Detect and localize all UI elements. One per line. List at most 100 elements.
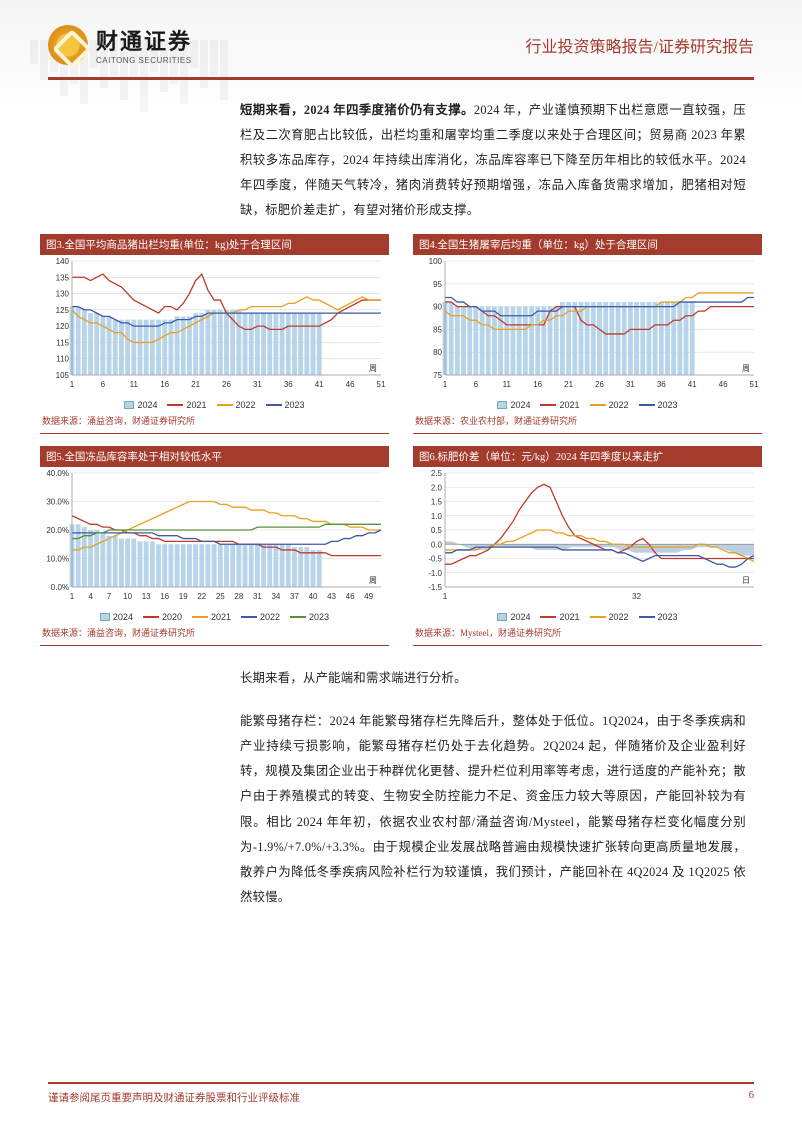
svg-text:32: 32 bbox=[632, 592, 641, 601]
para2-line2-bold: 能繁母猪存栏：2024 年能繁母猪存栏先降后升，整体处于低位。 bbox=[240, 714, 602, 728]
chart-5-canvas: 0.0%10.0%20.0%30.0%40.0%1471013161922252… bbox=[40, 467, 389, 605]
svg-text:125: 125 bbox=[56, 305, 70, 314]
svg-text:11: 11 bbox=[503, 380, 512, 389]
svg-text:16: 16 bbox=[160, 380, 169, 389]
chart-4-canvas: 758085909510016111621263136414651周 bbox=[413, 255, 762, 393]
svg-text:31: 31 bbox=[253, 592, 262, 601]
svg-text:40: 40 bbox=[309, 592, 318, 601]
svg-text:6: 6 bbox=[474, 380, 479, 389]
svg-text:0.0: 0.0 bbox=[431, 540, 443, 549]
svg-text:41: 41 bbox=[315, 380, 324, 389]
svg-text:31: 31 bbox=[253, 380, 262, 389]
svg-text:46: 46 bbox=[346, 592, 355, 601]
paragraph-short-term: 短期来看，2024 年四季度猪价仍有支撑。2024 年，产业谨慎预期下出栏意愿一… bbox=[0, 80, 802, 234]
svg-text:95: 95 bbox=[433, 279, 442, 288]
chart-4-legend: 2024202120222023 bbox=[413, 398, 762, 412]
chart-5: 图5.全国冻品库容率处于相对较低水平 0.0% 10.0% 20.0% 30.0% 40… bbox=[40, 446, 389, 646]
chart-5-title: 图5.全国冻品库容率处于相对较低水平 bbox=[40, 446, 389, 467]
footer-left: 谨请参阅尾页重要声明及财通证券股票和行业评级标准 bbox=[48, 1090, 300, 1105]
chart-6-canvas: -1.5-1.0-0.50.00.51.01.52.02.51326091121… bbox=[413, 467, 762, 605]
svg-text:10.0%: 10.0% bbox=[46, 554, 69, 563]
svg-text:31: 31 bbox=[626, 380, 635, 389]
svg-text:2.5: 2.5 bbox=[431, 469, 443, 478]
svg-text:1.0: 1.0 bbox=[431, 511, 443, 520]
logo-block: 财通证券 CAITONG SECURITIES bbox=[48, 24, 192, 65]
chart-5-legend: 20242020202120222023 bbox=[40, 610, 389, 624]
svg-text:30.0%: 30.0% bbox=[46, 497, 69, 506]
svg-text:51: 51 bbox=[377, 380, 386, 389]
svg-text:34: 34 bbox=[271, 592, 280, 601]
svg-text:26: 26 bbox=[595, 380, 604, 389]
svg-text:2.0: 2.0 bbox=[431, 483, 443, 492]
para1-rest: 2024 年，产业谨慎预期下出栏意愿一直较强，压栏及二次育肥占比较低，出栏均重和… bbox=[240, 103, 746, 218]
svg-text:43: 43 bbox=[327, 592, 336, 601]
svg-text:40.0%: 40.0% bbox=[46, 469, 69, 478]
svg-text:21: 21 bbox=[191, 380, 200, 389]
svg-text:-1.0: -1.0 bbox=[428, 568, 442, 577]
chart-3-canvas: 1051101151201251301351401611162126313641… bbox=[40, 255, 389, 393]
svg-text:140: 140 bbox=[56, 257, 70, 266]
paragraph-long-term: 长期来看，从产能端和需求端进行分析。 能繁母猪存栏：2024 年能繁母猪存栏先降… bbox=[0, 646, 802, 911]
para2-line1: 长期来看，从产能端和需求端进行分析。 bbox=[240, 666, 746, 691]
svg-text:1: 1 bbox=[70, 380, 75, 389]
svg-text:37: 37 bbox=[290, 592, 299, 601]
svg-text:110: 110 bbox=[56, 354, 69, 363]
svg-text:41: 41 bbox=[688, 380, 697, 389]
chart-3: 图3.全国平均商品猪出栏均重(单位：kg)处于合理区间 105110115120… bbox=[40, 234, 389, 434]
svg-text:25: 25 bbox=[216, 592, 225, 601]
page-header: 财通证券 CAITONG SECURITIES 行业投资策略报告/证券研究报告 bbox=[0, 0, 802, 73]
svg-text:20.0%: 20.0% bbox=[46, 526, 69, 535]
svg-text:120: 120 bbox=[56, 322, 70, 331]
svg-text:16: 16 bbox=[533, 380, 542, 389]
svg-text:7: 7 bbox=[107, 592, 112, 601]
svg-text:周: 周 bbox=[369, 576, 377, 585]
logo-en: CAITONG SECURITIES bbox=[96, 56, 192, 65]
svg-text:115: 115 bbox=[56, 338, 69, 347]
svg-text:19: 19 bbox=[179, 592, 188, 601]
svg-text:1.5: 1.5 bbox=[431, 497, 443, 506]
svg-text:36: 36 bbox=[657, 380, 666, 389]
svg-text:90: 90 bbox=[433, 302, 442, 311]
svg-text:46: 46 bbox=[346, 380, 355, 389]
chart-5-source: 数据来源：涌益咨询，财通证券研究所 bbox=[40, 624, 389, 646]
svg-text:13: 13 bbox=[142, 592, 151, 601]
svg-text:0.5: 0.5 bbox=[431, 526, 443, 535]
chart-6-title: 图6.标肥价差（单位：元/kg）2024 年四季度以来走扩 bbox=[413, 446, 762, 467]
svg-text:46: 46 bbox=[719, 380, 728, 389]
svg-text:6: 6 bbox=[101, 380, 106, 389]
logo-cn: 财通证券 bbox=[96, 24, 192, 56]
svg-text:0.0%: 0.0% bbox=[51, 583, 69, 592]
chart-4-source: 数据来源：农业农村部，财通证券研究所 bbox=[413, 412, 762, 434]
header-title: 行业投资策略报告/证券研究报告 bbox=[526, 33, 754, 57]
svg-text:75: 75 bbox=[433, 371, 442, 380]
svg-text:11: 11 bbox=[130, 380, 139, 389]
svg-text:1: 1 bbox=[443, 380, 448, 389]
chart-6: 图6.标肥价差（单位：元/kg）2024 年四季度以来走扩 -1.5-1.0-0… bbox=[413, 446, 762, 646]
svg-text:85: 85 bbox=[433, 325, 442, 334]
svg-text:16: 16 bbox=[160, 592, 169, 601]
svg-text:49: 49 bbox=[364, 592, 373, 601]
charts-grid: 图3.全国平均商品猪出栏均重(单位：kg)处于合理区间 105110115120… bbox=[0, 234, 802, 646]
chart-4-title: 图4.全国生猪屠宰后均重（单位：kg）处于合理区间 bbox=[413, 234, 762, 255]
chart-4: 图4.全国生猪屠宰后均重（单位：kg）处于合理区间 75808590951001… bbox=[413, 234, 762, 434]
logo-icon bbox=[48, 25, 88, 65]
page-footer: 谨请参阅尾页重要声明及财通证券股票和行业评级标准 6 bbox=[48, 1082, 754, 1105]
svg-text:105: 105 bbox=[56, 371, 70, 380]
svg-text:1: 1 bbox=[443, 592, 448, 601]
chart-3-legend: 2024202120222023 bbox=[40, 398, 389, 412]
svg-text:日: 日 bbox=[742, 576, 750, 585]
svg-text:4: 4 bbox=[88, 592, 93, 601]
svg-text:周: 周 bbox=[742, 364, 750, 373]
svg-text:36: 36 bbox=[284, 380, 293, 389]
svg-text:28: 28 bbox=[234, 592, 243, 601]
svg-text:10: 10 bbox=[123, 592, 132, 601]
svg-text:周: 周 bbox=[369, 364, 377, 373]
chart-3-source: 数据来源：涌益咨询，财通证券研究所 bbox=[40, 412, 389, 434]
svg-text:-0.5: -0.5 bbox=[428, 554, 442, 563]
svg-text:1: 1 bbox=[70, 592, 75, 601]
footer-page-number: 6 bbox=[749, 1090, 754, 1105]
svg-text:135: 135 bbox=[56, 273, 70, 282]
svg-text:26: 26 bbox=[222, 380, 231, 389]
svg-text:51: 51 bbox=[750, 380, 759, 389]
svg-text:21: 21 bbox=[564, 380, 573, 389]
